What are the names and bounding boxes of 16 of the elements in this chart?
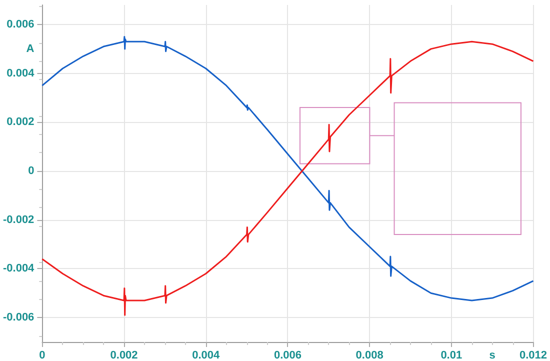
x-tick-label: 0	[39, 350, 46, 361]
x-tick-label: 0.002	[110, 350, 138, 361]
x-tick-label: 0.01	[440, 350, 462, 361]
y-tick-label: -0.002	[2, 214, 34, 226]
x-tick-label: 0.008	[356, 350, 384, 361]
y-axis-title: A	[26, 42, 34, 55]
y-tick-label: 0.002	[6, 116, 34, 128]
y-tick-label: 0.006	[6, 18, 34, 31]
x-tick-label: 0.012	[519, 350, 547, 361]
y-tick-label: -0.004	[2, 262, 36, 275]
x-tick-label: 0.006	[274, 350, 302, 361]
y-tick-label: 0.004	[6, 67, 36, 80]
x-tick-label: 0.004	[192, 350, 221, 361]
y-tick-label: -0.006	[2, 312, 34, 324]
x-axis-title: s	[489, 350, 496, 361]
y-tick-label: 0	[28, 165, 34, 178]
